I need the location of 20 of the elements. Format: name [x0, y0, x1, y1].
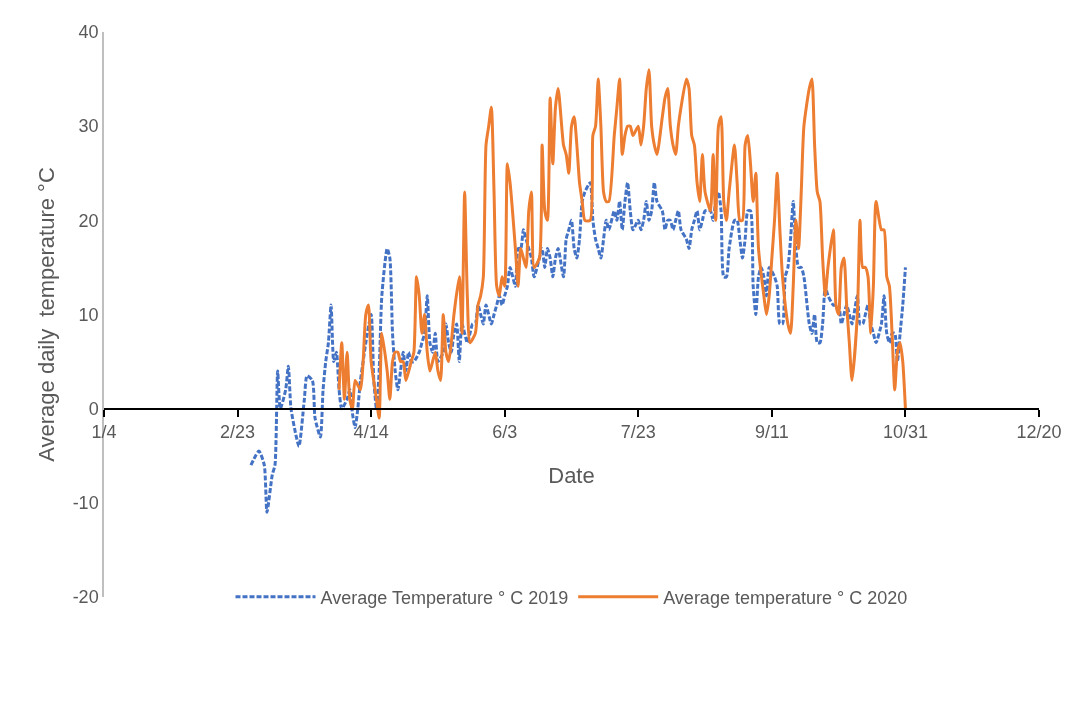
x-tick-label: 12/20	[1016, 422, 1062, 443]
x-tick-label: 10/31	[882, 422, 928, 443]
x-tick-label: 4/14	[353, 422, 389, 443]
y-tick-label: 30	[78, 116, 99, 137]
x-tick-label: 6/3	[492, 422, 518, 443]
y-tick-label: 0	[88, 398, 99, 419]
y-tick-label: -20	[72, 587, 99, 608]
legend-label: Average temperature ° C 2020	[663, 587, 908, 608]
x-tick-label: 7/23	[620, 422, 656, 443]
y-axis-title: Average daily temperature °C	[33, 167, 59, 462]
x-tick-label: 9/11	[755, 422, 789, 443]
y-tick-label: 10	[78, 304, 99, 325]
legend-label: Average Temperature ° C 2019	[320, 587, 569, 608]
y-tick-label: 20	[78, 210, 99, 231]
x-tick-label: 2/23	[220, 422, 256, 443]
x-axis-title: Date	[548, 462, 595, 488]
x-tick-label: 1/4	[91, 422, 117, 443]
y-tick-label: 40	[78, 22, 99, 43]
y-tick-label: -10	[72, 493, 99, 514]
line-series	[337, 68, 907, 420]
